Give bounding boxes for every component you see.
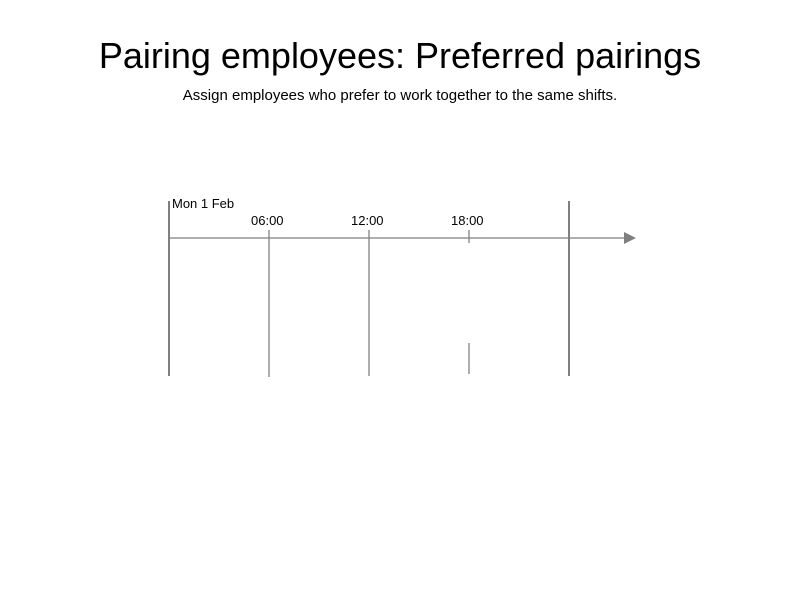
time-axis-arrowhead <box>624 232 636 244</box>
tick-label-0600: 06:00 <box>251 213 284 228</box>
tick-label-1200: 12:00 <box>351 213 384 228</box>
page-title: Pairing employees: Preferred pairings <box>98 35 702 76</box>
tick-label-1800: 18:00 <box>451 213 484 228</box>
day-label: Mon 1 Feb <box>172 196 234 211</box>
page-subtitle: Assign employees who prefer to work toge… <box>182 87 618 104</box>
